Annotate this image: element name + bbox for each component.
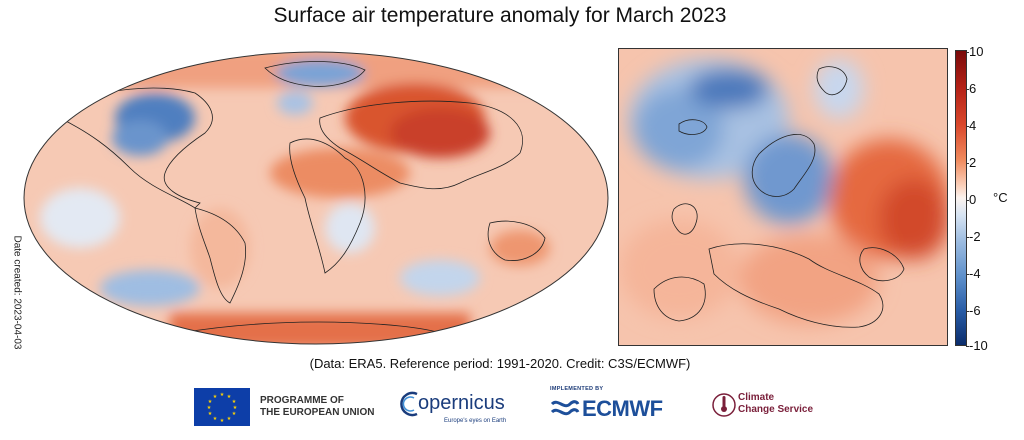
data-credit-caption: (Data: ERA5. Reference period: 1991-2020…: [309, 356, 691, 371]
copernicus-logo: opernicus Europe's eyes on Earth: [400, 388, 510, 428]
c3s-label-line1: Climate: [738, 392, 775, 403]
copernicus-wordmark: opernicus: [418, 392, 505, 414]
colorbar-tick-label: 2: [965, 155, 977, 170]
ecmwf-wordmark: ECMWF: [582, 396, 663, 421]
svg-text:★: ★: [208, 411, 213, 417]
svg-text:★: ★: [232, 411, 237, 417]
colorbar-tick-label: -4: [966, 266, 981, 281]
svg-text:★: ★: [227, 416, 232, 422]
c3s-label: Climate Change Service: [738, 392, 813, 416]
svg-text:★: ★: [220, 392, 225, 398]
colorbar-unit-label: °C: [993, 190, 1008, 205]
colorbar-tick-label: -2: [966, 229, 981, 244]
footer-logos: ★ ★ ★ ★ ★ ★ ★ ★ ★ ★ ★ ★ PROGRAMME OF THE EUROPEA…: [0, 380, 1024, 436]
colorbar-tick-label: -10: [966, 338, 988, 353]
implemented-by-label: IMPLEMENTED BY: [550, 386, 604, 392]
colorbar-tick-label: -6: [966, 303, 981, 318]
svg-text:★: ★: [220, 418, 225, 424]
ecmwf-logo: IMPLEMENTED BY ECMWF: [548, 386, 678, 426]
svg-text:★: ★: [232, 399, 237, 405]
c3s-logo: Climate Change Service: [712, 388, 842, 428]
eu-programme-label: PROGRAMME OF THE EUROPEAN UNION: [260, 395, 374, 419]
colorbar: [955, 50, 967, 346]
copernicus-tagline: Europe's eyes on Earth: [444, 418, 507, 424]
svg-text:★: ★: [213, 416, 218, 422]
svg-text:★: ★: [233, 405, 238, 411]
europe-map-graphic: [619, 49, 947, 345]
colorbar-tick-label: 4: [965, 118, 977, 133]
colorbar-tick-label: 10: [965, 44, 984, 59]
svg-text:★: ★: [208, 399, 213, 405]
eu-label-line2: THE EUROPEAN UNION: [260, 407, 375, 418]
chart-title: Surface air temperature anomaly for Marc…: [273, 4, 727, 27]
colorbar-tick-label: 0: [965, 192, 977, 207]
svg-text:★: ★: [213, 394, 218, 400]
colorbar-tick-label: 6: [965, 81, 977, 96]
world-anomaly-map: [23, 51, 609, 345]
ecmwf-wave-icon: [550, 400, 580, 416]
europe-anomaly-map: [618, 48, 948, 346]
copernicus-c-icon: [400, 391, 418, 417]
svg-text:★: ★: [227, 394, 232, 400]
eu-flag-icon: ★ ★ ★ ★ ★ ★ ★ ★ ★ ★ ★ ★: [194, 388, 250, 426]
thermometer-icon: [712, 393, 736, 417]
c3s-label-line2: Change Service: [738, 404, 814, 415]
svg-text:★: ★: [207, 405, 212, 411]
eu-label-line1: PROGRAMME OF: [260, 395, 344, 406]
